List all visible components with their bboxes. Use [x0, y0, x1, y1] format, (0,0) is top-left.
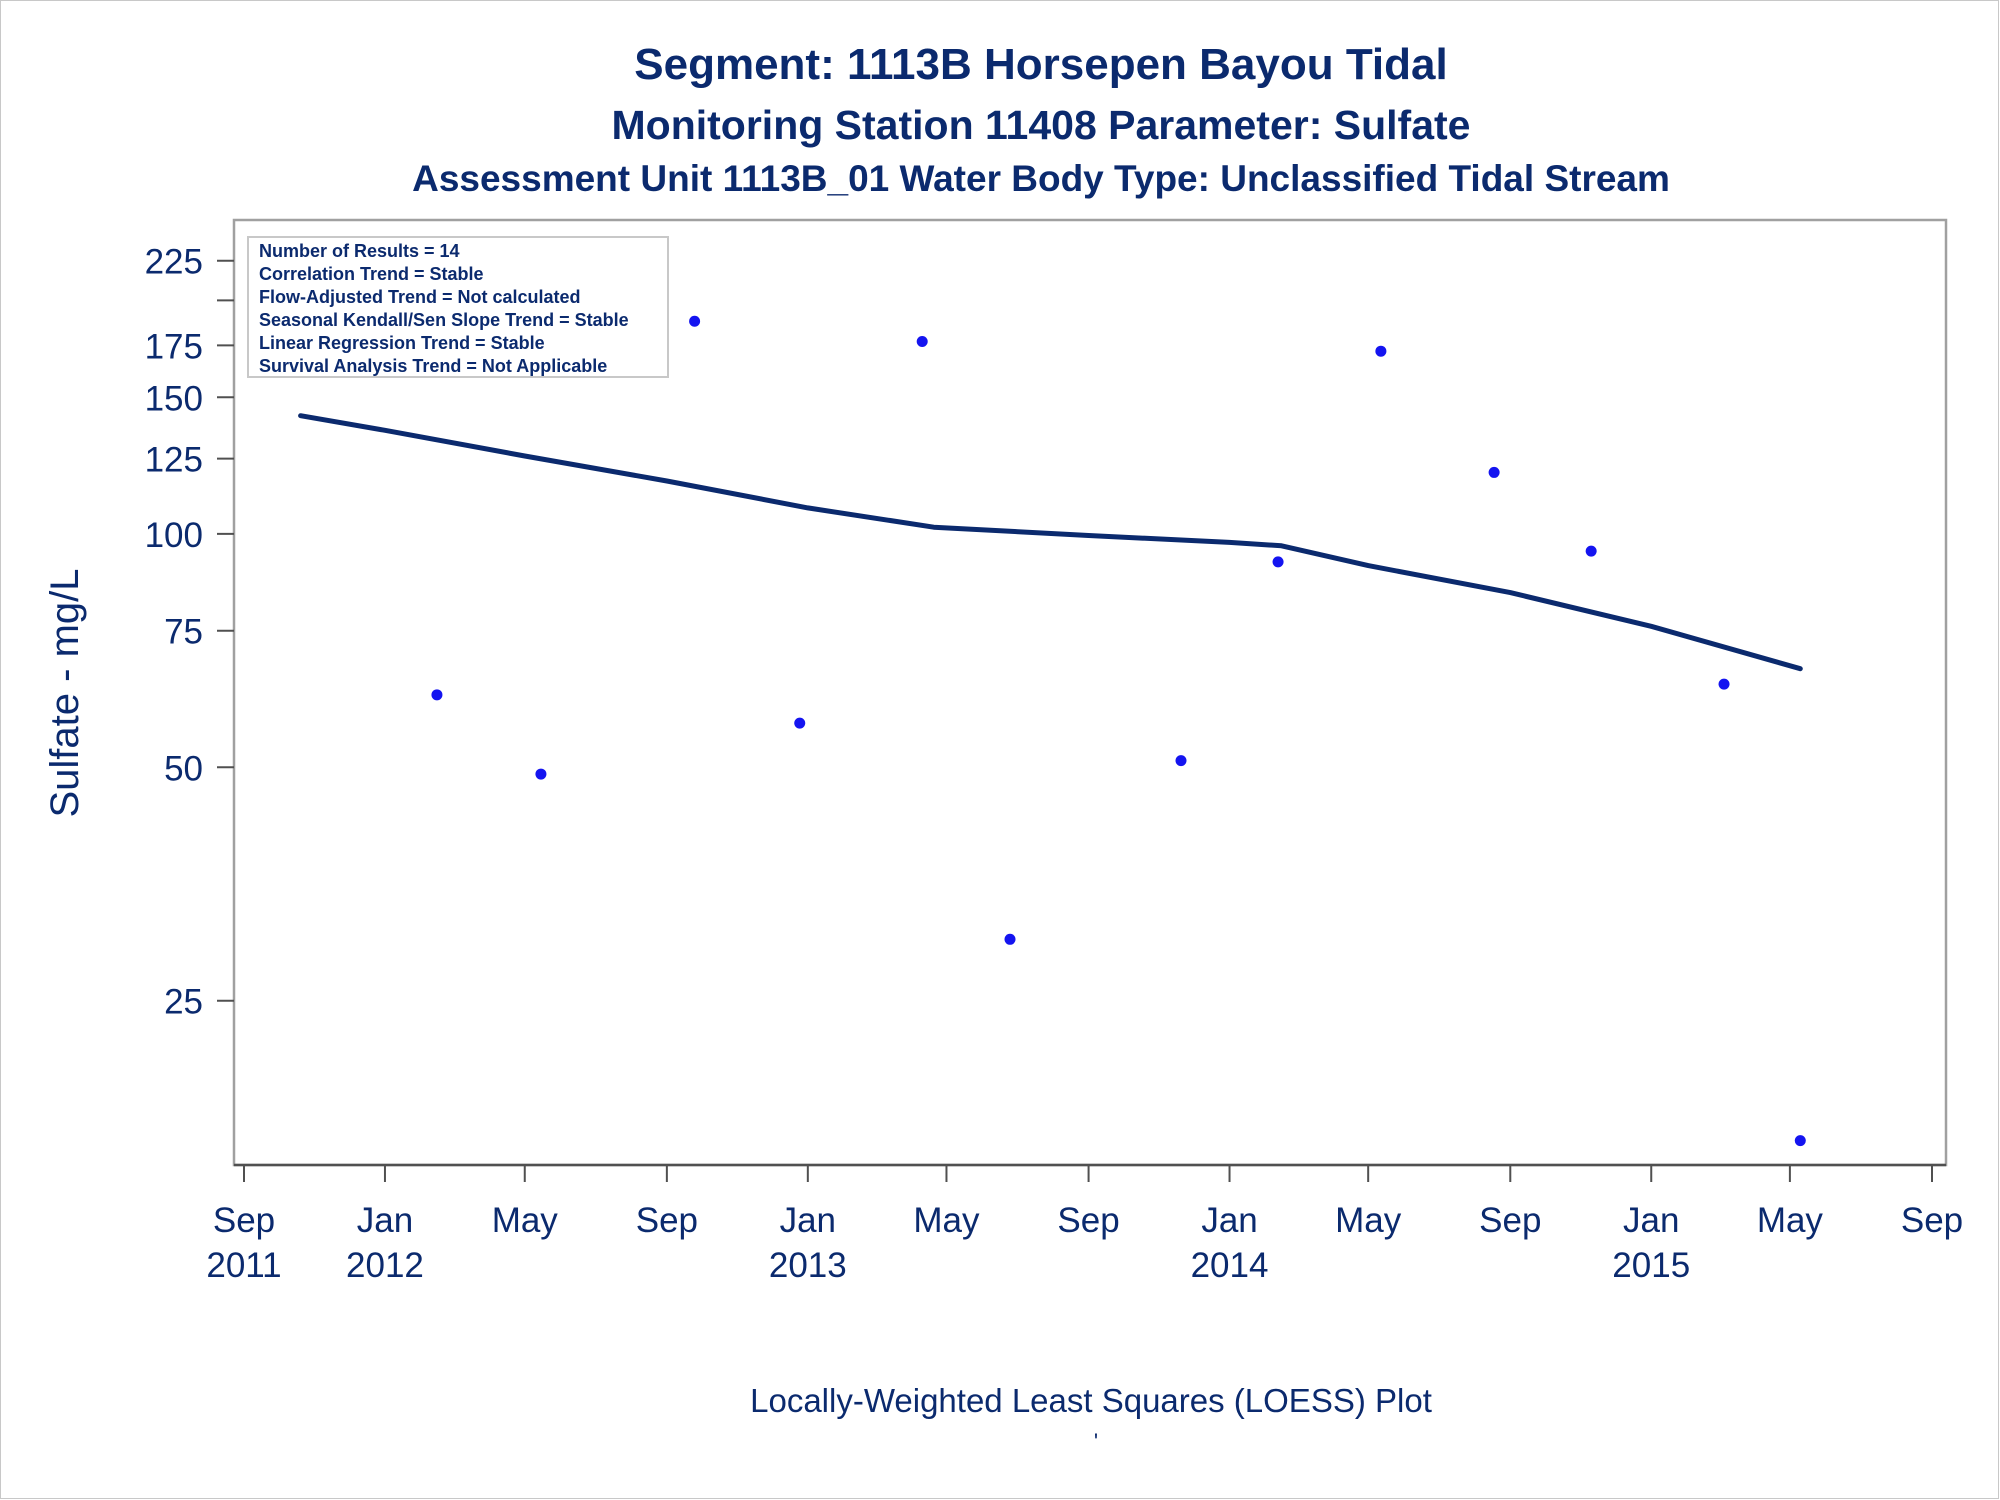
x-tick-year-10: 2015: [1612, 1246, 1690, 1285]
y-axis: 25 50 75 100 125 150 175 225: [145, 243, 234, 1022]
x-tick-label-8: May: [1335, 1201, 1402, 1240]
y-tick-label-75: 75: [164, 613, 203, 652]
footer-caption: Locally-Weighted Least Squares (LOESS) P…: [750, 1382, 1432, 1419]
footer-tick-mark: ': [1094, 1429, 1098, 1454]
y-tick-label-50: 50: [164, 749, 203, 788]
y-tick-label-175: 175: [145, 327, 203, 366]
stats-line-linear-regression: Linear Regression Trend = Stable: [259, 333, 545, 353]
y-tick-label-25: 25: [164, 983, 203, 1022]
data-point-13: [1794, 1135, 1806, 1147]
x-tick-label-9: Sep: [1479, 1201, 1541, 1240]
data-point-10: [1488, 466, 1500, 478]
data-point-2: [535, 768, 547, 780]
x-tick-year-7: 2014: [1191, 1246, 1269, 1285]
y-tick-label-225: 225: [145, 243, 203, 282]
x-tick-label-1: Jan: [357, 1201, 413, 1240]
y-tick-label-150: 150: [145, 379, 203, 418]
data-point-1: [431, 689, 443, 701]
x-tick-label-3: Sep: [636, 1201, 698, 1240]
stats-line-correlation: Correlation Trend = Stable: [259, 264, 484, 284]
chart-subtitle: Monitoring Station 11408 Parameter: Sulf…: [612, 102, 1471, 148]
stats-line-results: Number of Results = 14: [259, 241, 460, 261]
x-tick-label-7: Jan: [1201, 1201, 1257, 1240]
y-axis-label: Sulfate - mg/L: [43, 568, 87, 817]
data-point-9: [1375, 345, 1387, 357]
stats-box-frame: [247, 236, 669, 378]
y-tick-label-125: 125: [145, 441, 203, 480]
data-point-12: [1718, 678, 1730, 690]
y-tick-label-100: 100: [145, 516, 203, 555]
loess-layer: [298, 413, 1803, 672]
x-tick-label-2: May: [492, 1201, 559, 1240]
data-point-4: [794, 717, 806, 729]
data-point-8: [1272, 556, 1284, 568]
x-tick-label-11: May: [1757, 1201, 1824, 1240]
data-point-3: [689, 315, 701, 327]
stats-line-flow-adjusted: Flow-Adjusted Trend = Not calculated: [259, 287, 581, 307]
x-tick-label-4: Jan: [780, 1201, 836, 1240]
stats-box: Number of Results = 14 Correlation Trend…: [247, 236, 669, 378]
chart-subtitle-2: Assessment Unit 1113B_01 Water Body Type…: [412, 158, 1670, 199]
data-point-5: [916, 336, 928, 348]
x-tick-label-10: Jan: [1623, 1201, 1679, 1240]
stats-line-survival: Survival Analysis Trend = Not Applicable: [259, 356, 607, 376]
chart-title: Segment: 1113B Horsepen Bayou Tidal: [634, 40, 1447, 89]
stats-line-seasonal-kendall: Seasonal Kendall/Sen Slope Trend = Stabl…: [259, 310, 629, 330]
loess-line: [298, 413, 1803, 672]
data-point-11: [1585, 545, 1597, 557]
x-tick-label-6: Sep: [1057, 1201, 1119, 1240]
x-tick-year-0: 2011: [206, 1246, 281, 1285]
x-axis: Sep 2011 Jan 2012 May Sep Jan 2013 May Sep Jan 2014…: [206, 1163, 1963, 1285]
x-tick-label-0: Sep: [213, 1201, 275, 1240]
data-point-6: [1004, 933, 1016, 945]
data-point-7: [1175, 755, 1187, 767]
x-tick-label-5: May: [913, 1201, 980, 1240]
x-tick-year-1: 2012: [346, 1246, 424, 1285]
x-tick-label-12: Sep: [1901, 1201, 1963, 1240]
x-tick-year-4: 2013: [769, 1246, 847, 1285]
